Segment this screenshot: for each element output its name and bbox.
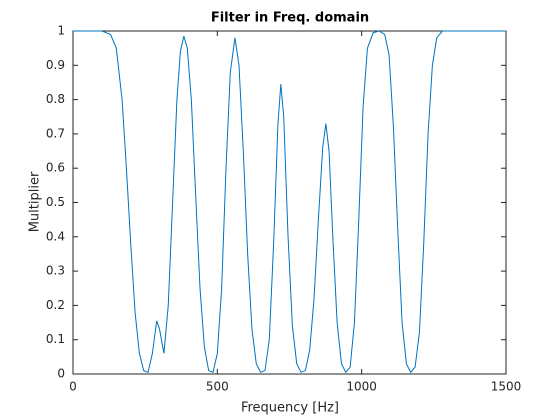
y-tick-label: 0.2 xyxy=(46,298,65,312)
y-tick-label: 0.7 xyxy=(46,126,65,140)
y-tick-label: 0.9 xyxy=(46,58,65,72)
x-tick-label: 1500 xyxy=(491,380,522,394)
x-tick-label: 500 xyxy=(206,380,229,394)
y-tick-label: 0 xyxy=(57,367,65,381)
y-tick-label: 0.6 xyxy=(46,161,65,175)
y-tick-label: 0.8 xyxy=(46,92,65,106)
y-axis-label: Multiplier xyxy=(28,171,43,232)
chart-title: Filter in Freq. domain xyxy=(211,11,369,26)
y-tick-label: 1 xyxy=(57,24,65,38)
y-tick-label: 0.3 xyxy=(46,264,65,278)
x-tick-label: 0 xyxy=(69,380,77,394)
y-tick-label: 0.4 xyxy=(46,229,65,243)
x-axis-label: Frequency [Hz] xyxy=(241,401,339,416)
plot-frame xyxy=(72,30,507,375)
y-tick-label: 0.1 xyxy=(46,332,65,346)
x-tick-label: 1000 xyxy=(346,380,377,394)
data-line xyxy=(73,30,506,374)
y-tick-label: 0.5 xyxy=(46,195,65,209)
